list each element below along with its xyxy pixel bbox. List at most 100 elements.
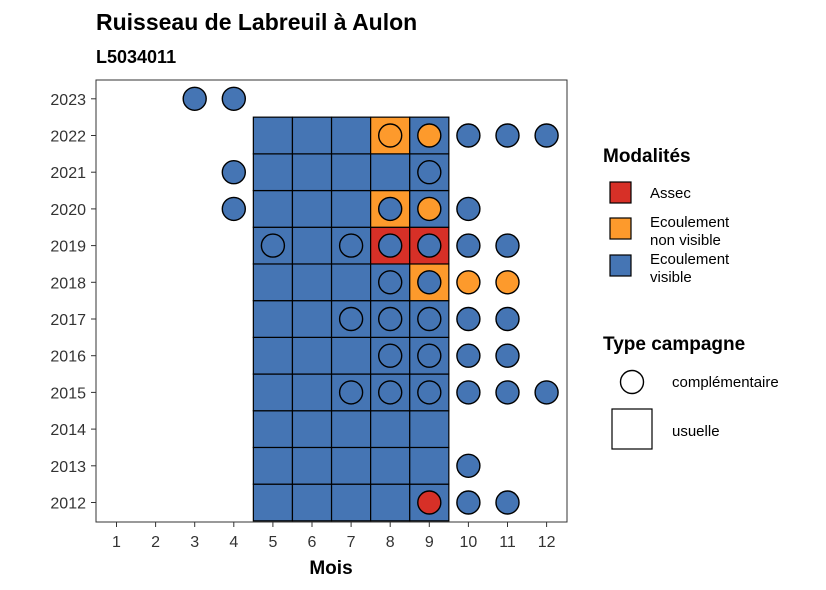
usuelle-tile (291, 446, 333, 485)
legend-modalite-key (609, 254, 632, 277)
complementaire-point (417, 123, 442, 148)
complementaire-point (495, 233, 520, 258)
y-tick-label: 2021 (50, 165, 86, 182)
complementaire-point (456, 343, 481, 368)
x-tick-label: 10 (460, 534, 478, 551)
legend-campagne-key-circle (619, 369, 645, 395)
complementaire-point (417, 233, 442, 258)
legend-modalite-key (609, 217, 632, 240)
y-tick-label: 2018 (50, 275, 86, 292)
usuelle-tile (252, 446, 294, 485)
complementaire-point (534, 123, 559, 148)
usuelle-tile (252, 336, 294, 375)
usuelle-tile (291, 300, 333, 338)
complementaire-point (456, 123, 481, 148)
y-tick-label: 2015 (50, 385, 86, 402)
usuelle-tile (370, 410, 411, 449)
complementaire-point (338, 380, 364, 405)
complementaire-point (417, 380, 442, 405)
complementaire-points (182, 86, 559, 515)
usuelle-tile (291, 373, 333, 412)
complementaire-point (378, 306, 403, 332)
complementaire-point (456, 306, 481, 332)
complementaire-point (378, 380, 403, 405)
y-axis: 2012 2013 2014 2015 2016 2017 2018 2019 2020 2021… (50, 92, 96, 513)
usuelle-tile (330, 410, 372, 449)
complementaire-point (417, 306, 442, 332)
complementaire-point (260, 233, 286, 258)
x-tick-label: 2 (151, 534, 160, 551)
x-tick-label: 4 (229, 534, 238, 551)
complementaire-point (221, 196, 247, 222)
usuelle-tile (252, 153, 294, 192)
usuelle-tile (252, 373, 294, 412)
legend-modalite-label: non visible (650, 232, 721, 249)
usuelle-tile (330, 189, 372, 228)
x-axis-title: Mois (309, 558, 352, 579)
y-tick-label: 2014 (50, 422, 86, 439)
legend-type-campagne: Type campagne complémentaire usuelle (603, 334, 779, 450)
x-tick-label: 7 (347, 534, 356, 551)
x-tick-label: 6 (308, 534, 317, 551)
chart-title: Ruisseau de Labreuil à Aulon (96, 9, 417, 35)
usuelle-tile (330, 116, 372, 155)
y-tick-label: 2022 (50, 129, 86, 146)
x-tick-label: 1 (112, 534, 121, 551)
complementaire-point (378, 270, 403, 295)
complementaire-point (456, 380, 481, 405)
usuelle-tile (409, 410, 450, 449)
usuelle-tile (291, 116, 333, 155)
complementaire-point (417, 196, 442, 222)
usuelle-tile (330, 153, 372, 192)
complementaire-point (338, 233, 364, 258)
complementaire-point (456, 233, 481, 258)
y-tick-label: 2017 (50, 312, 86, 329)
usuelle-tile (409, 446, 450, 485)
usuelle-tile (409, 226, 450, 265)
complementaire-point (456, 270, 481, 295)
complementaire-point (456, 490, 481, 515)
complementaire-point (495, 306, 520, 332)
usuelle-tile (252, 300, 294, 338)
usuelle-tile (370, 446, 411, 485)
legend-type-campagne-title: Type campagne (603, 334, 745, 355)
x-tick-label: 12 (538, 534, 556, 551)
complementaire-point (495, 270, 520, 295)
complementaire-point (495, 343, 520, 368)
complementaire-point (417, 490, 442, 515)
legend-modalite-label: Assec (650, 185, 691, 202)
complementaire-point (417, 343, 442, 368)
usuelle-tile (252, 263, 294, 302)
complementaire-point (338, 306, 364, 332)
usuelle-tile (330, 446, 372, 485)
usuelle-tile (291, 263, 333, 302)
usuelle-tiles (252, 116, 450, 522)
x-tick-label: 9 (425, 534, 434, 551)
complementaire-point (378, 123, 403, 148)
y-tick-label: 2012 (50, 496, 86, 513)
usuelle-tile (252, 410, 294, 449)
complementaire-point (378, 233, 403, 258)
y-tick-label: 2013 (50, 459, 86, 476)
x-tick-label: 5 (268, 534, 277, 551)
complementaire-point (495, 123, 520, 148)
usuelle-tile (370, 483, 411, 522)
usuelle-tile (330, 336, 372, 375)
complementaire-point (378, 343, 403, 368)
x-tick-label: 3 (190, 534, 199, 551)
legend-modalite-key (609, 181, 632, 204)
usuelle-tile (330, 263, 372, 302)
x-axis: 1 2 3 4 5 6 7 8 9 10 11 12 (112, 522, 556, 551)
y-tick-label: 2020 (50, 202, 86, 219)
legend-campagne-key-square (611, 408, 653, 450)
legend-campagne-label: complémentaire (672, 374, 779, 391)
legend-modalites-title: Modalités (603, 146, 691, 167)
usuelle-tile (330, 483, 372, 522)
complementaire-point (495, 380, 520, 405)
legend-modalite-label: Ecoulement (650, 214, 730, 231)
complementaire-point (221, 86, 247, 112)
y-tick-label: 2019 (50, 239, 86, 256)
legend-campagne-label: usuelle (672, 423, 720, 440)
